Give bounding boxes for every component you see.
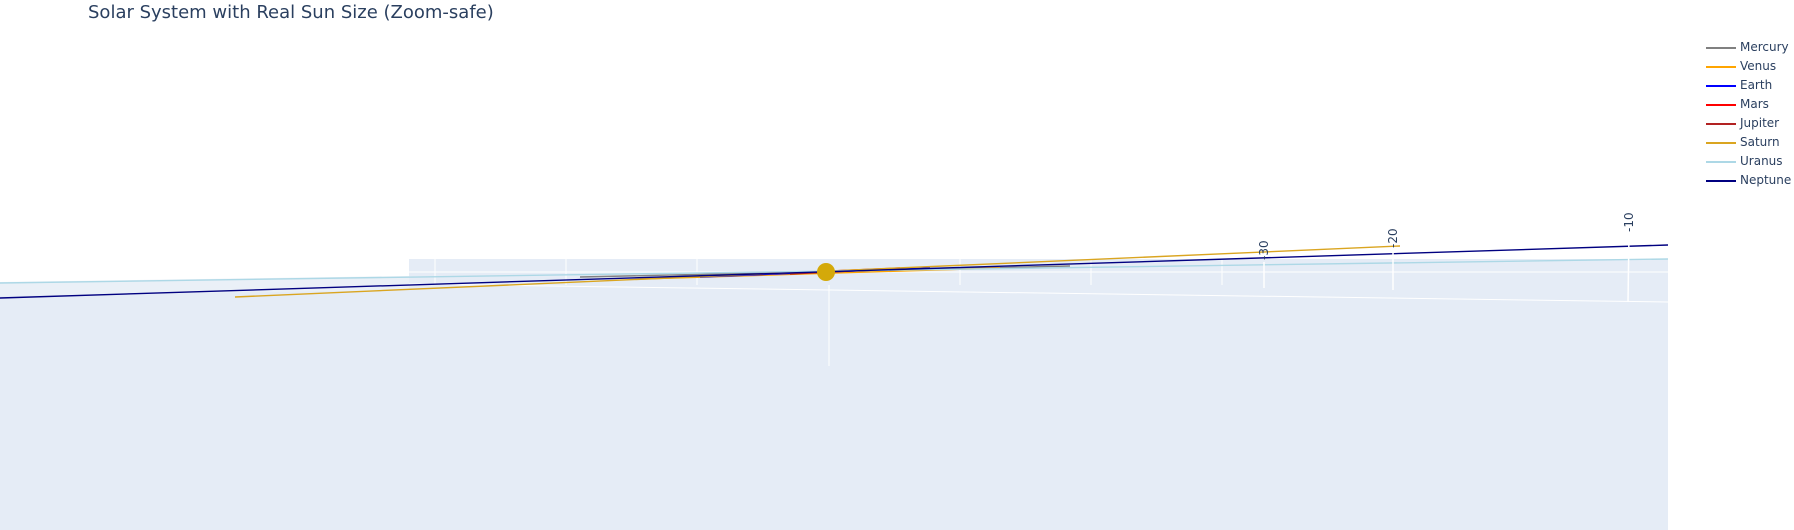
- legend-item-saturn[interactable]: Saturn: [1700, 133, 1794, 152]
- legend: Mercury Venus Earth Mars Jupiter Saturn Uranus…: [1700, 38, 1794, 190]
- legend-label: Mars: [1740, 97, 1769, 111]
- legend-label: Saturn: [1740, 135, 1780, 149]
- x-tick-label: -20: [1386, 228, 1400, 248]
- legend-item-earth[interactable]: Earth: [1700, 76, 1794, 95]
- legend-swatch: [1706, 47, 1736, 49]
- legend-label: Earth: [1740, 78, 1772, 92]
- legend-item-venus[interactable]: Venus: [1700, 57, 1794, 76]
- legend-item-neptune[interactable]: Neptune: [1700, 171, 1794, 190]
- legend-swatch: [1706, 161, 1736, 163]
- legend-swatch: [1706, 66, 1736, 68]
- legend-label: Jupiter: [1740, 116, 1779, 130]
- legend-swatch: [1706, 123, 1736, 125]
- legend-swatch: [1706, 180, 1736, 182]
- x-tick-label: -30: [1257, 240, 1271, 260]
- x-tick-line: [1628, 234, 1629, 302]
- legend-label: Uranus: [1740, 154, 1783, 168]
- legend-label: Venus: [1740, 59, 1776, 73]
- legend-item-jupiter[interactable]: Jupiter: [1700, 114, 1794, 133]
- legend-swatch: [1706, 104, 1736, 106]
- legend-item-uranus[interactable]: Uranus: [1700, 152, 1794, 171]
- legend-label: Mercury: [1740, 40, 1789, 54]
- legend-label: Neptune: [1740, 173, 1791, 187]
- legend-swatch: [1706, 85, 1736, 87]
- x-tick-label: -10: [1622, 212, 1636, 232]
- scene-floor-plane: [0, 290, 1668, 530]
- sun-marker[interactable]: [817, 263, 835, 281]
- legend-swatch: [1706, 142, 1736, 144]
- legend-item-mars[interactable]: Mars: [1700, 95, 1794, 114]
- legend-item-mercury[interactable]: Mercury: [1700, 38, 1794, 57]
